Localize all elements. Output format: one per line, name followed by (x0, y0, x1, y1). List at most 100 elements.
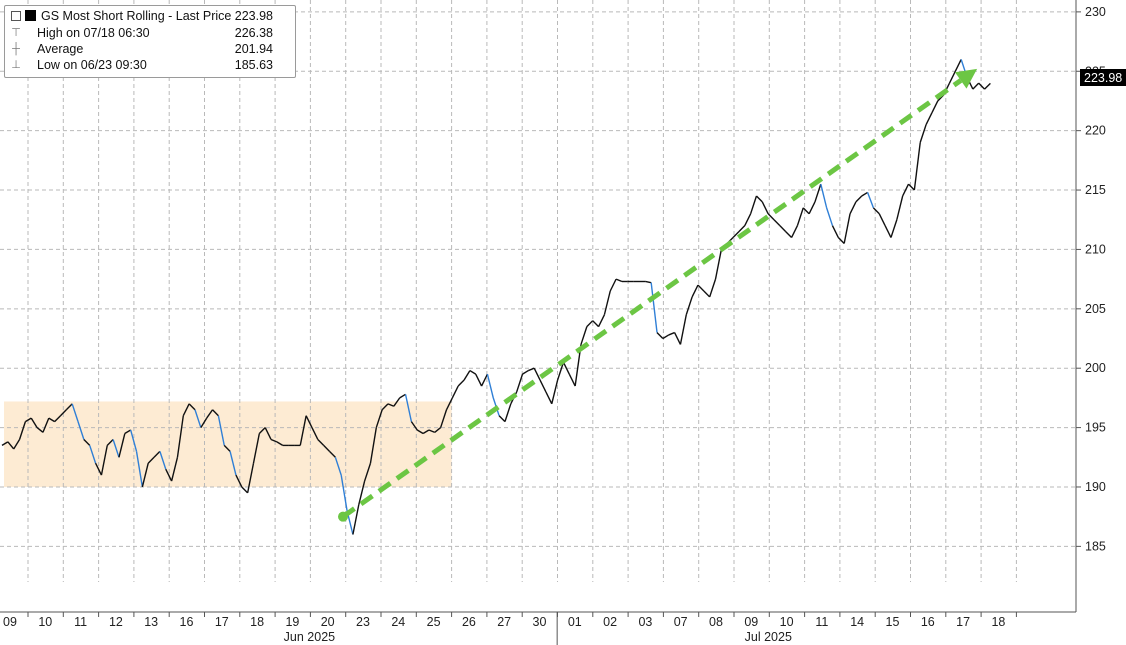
x-tick-label: 07 (674, 615, 688, 629)
x-tick-label: 02 (603, 615, 617, 629)
y-tick-label: 220 (1085, 124, 1106, 138)
x-tick-label: 08 (709, 615, 723, 629)
price-segment (954, 59, 962, 72)
price-segment (305, 415, 313, 428)
price-segment (188, 403, 196, 411)
price-segment (217, 415, 225, 446)
x-tick-label: 10 (38, 615, 52, 629)
x-tick-label: 25 (427, 615, 441, 629)
price-segment (925, 112, 933, 126)
price-segment (773, 219, 781, 227)
x-tick-label: 17 (215, 615, 229, 629)
price-segment (223, 444, 231, 452)
trend-arrow-head (954, 68, 978, 89)
price-segment (30, 417, 38, 428)
price-segment (469, 369, 477, 375)
price-segment (902, 183, 910, 197)
price-segment (323, 444, 331, 452)
price-segment (615, 278, 623, 283)
price-segment (428, 429, 436, 433)
x-tick-label: 14 (850, 615, 864, 629)
price-segment (837, 237, 845, 244)
low-marker-icon: ⊥ (11, 59, 21, 71)
price-segment (656, 332, 664, 340)
price-segment (586, 320, 594, 328)
price-segment (352, 504, 360, 535)
price-segment (843, 213, 851, 244)
price-segment (206, 409, 214, 419)
price-segment (375, 409, 383, 428)
legend-high-label: High on 07/18 06:30 (37, 26, 150, 40)
legend-high-value: 226.38 (234, 26, 273, 40)
price-segment (42, 417, 50, 433)
price-segment (475, 373, 483, 387)
price-segment (36, 427, 44, 433)
trend-arrow-line (341, 78, 963, 519)
legend-last-price: 223.98 (234, 9, 273, 23)
price-segment (855, 195, 863, 203)
price-segment (404, 394, 413, 422)
price-segment (77, 421, 85, 440)
trend-arrow-layer (338, 68, 978, 522)
y-tick-label: 205 (1085, 302, 1106, 316)
price-segment (399, 393, 406, 399)
price-segment (264, 427, 272, 440)
price-segment (603, 290, 611, 315)
price-segment (831, 225, 839, 238)
price-segment (908, 183, 915, 191)
price-segment (802, 207, 810, 215)
price-segment (516, 373, 524, 393)
price-segment (592, 320, 600, 328)
price-segment (849, 201, 857, 215)
price-segment (744, 213, 752, 226)
x-tick-label: 18 (250, 615, 264, 629)
price-segment (439, 409, 448, 428)
price-segment (562, 361, 570, 375)
price-segment (1, 441, 9, 447)
price-segment (229, 451, 237, 476)
price-segment (528, 367, 535, 372)
price-segment (393, 397, 401, 407)
price-segment (200, 417, 208, 428)
price-segment (533, 367, 541, 381)
x-tick-label: 16 (180, 615, 194, 629)
price-segment (820, 183, 828, 209)
price-segment (486, 373, 494, 399)
price-segment (568, 373, 576, 387)
price-segment (545, 391, 553, 405)
price-segment (165, 468, 173, 482)
price-segment (381, 403, 389, 411)
price-segment (913, 142, 921, 191)
price-segment (697, 284, 705, 292)
last-price-tag (1080, 69, 1126, 86)
x-tick-label: 26 (462, 615, 476, 629)
price-segment (785, 231, 793, 239)
price-segment (358, 480, 366, 505)
price-tag-layer: 223.98 (1080, 69, 1126, 86)
price-segment (25, 417, 32, 423)
price-segment (866, 192, 875, 209)
price-segment (100, 445, 108, 476)
price-segment (112, 439, 120, 458)
price-segment (363, 463, 372, 482)
price-segment (732, 231, 740, 239)
price-segment (118, 433, 126, 458)
price-segment (738, 225, 746, 233)
legend-low-label: Low on 06/23 09:30 (37, 58, 147, 72)
price-segment (703, 290, 711, 298)
price-segment (761, 201, 769, 215)
y-tick-label: 230 (1085, 5, 1106, 19)
price-segment (709, 278, 717, 298)
price-segment (580, 326, 588, 345)
price-segment (141, 463, 149, 488)
legend-collapse-icon[interactable] (11, 11, 21, 21)
price-segment (814, 183, 822, 203)
price-segment (878, 213, 886, 226)
price-segment (434, 427, 442, 433)
y-tick-label: 210 (1085, 242, 1106, 256)
price-segment (369, 427, 377, 464)
price-segment (890, 219, 898, 238)
price-segment (463, 370, 471, 381)
average-marker-icon: ┼ (12, 43, 20, 55)
